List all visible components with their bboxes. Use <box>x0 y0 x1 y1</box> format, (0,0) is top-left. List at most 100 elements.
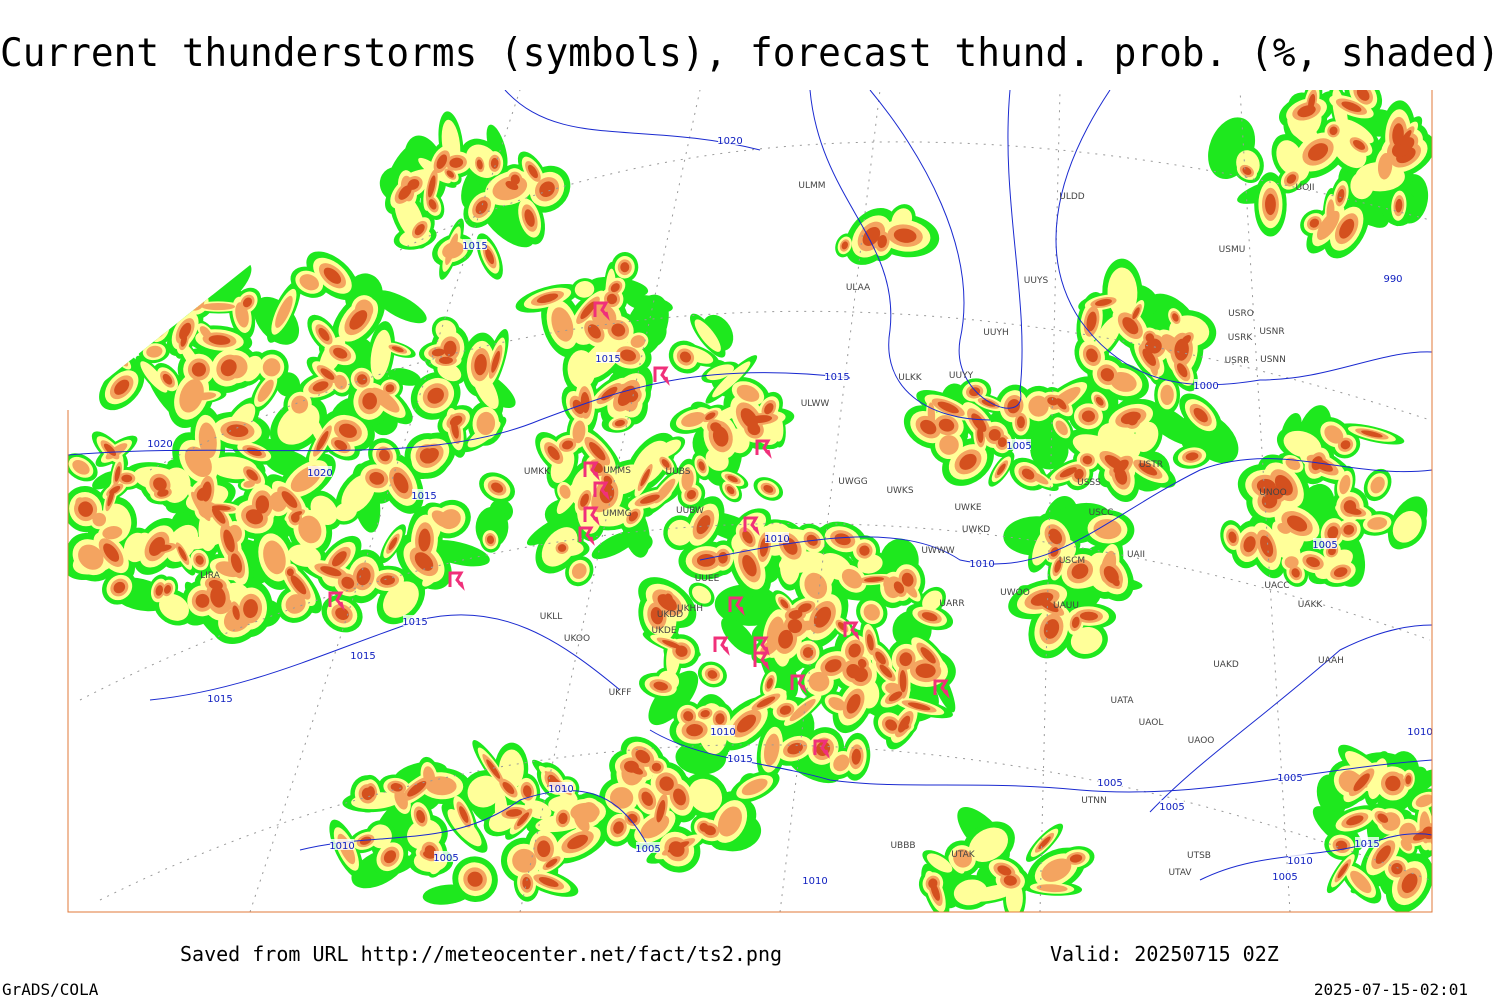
station-label: UTNN <box>1081 796 1107 806</box>
shade-blob <box>1314 549 1353 579</box>
station-label: LIRA <box>200 571 221 581</box>
station-label: UWKD <box>962 525 990 535</box>
station-label: UKFF <box>609 688 632 698</box>
shade-blob <box>1276 140 1304 175</box>
station-label: ULKK <box>898 373 923 383</box>
isobar-label: 1010 <box>969 559 994 570</box>
shade-blob <box>140 361 168 393</box>
isobar-label: 1005 <box>433 853 458 864</box>
station-label: UACC <box>1264 581 1289 591</box>
station-label: UAOO <box>1188 736 1215 746</box>
isobar-label: 1010 <box>710 727 735 738</box>
isobar-label: 1015 <box>207 694 232 705</box>
shade-blob <box>548 795 578 814</box>
isobar-label: 1010 <box>1287 856 1312 867</box>
shade-blob <box>425 539 490 567</box>
isobar-label: 1015 <box>350 651 375 662</box>
station-label: UWGG <box>838 477 867 487</box>
shade-blob <box>1160 384 1174 406</box>
isobar-label: 1015 <box>824 372 849 383</box>
isobar-label: 1005 <box>1277 773 1302 784</box>
probability-shading <box>68 90 1432 912</box>
shade-blob <box>388 368 421 386</box>
station-label: UATA <box>1110 696 1134 706</box>
station-label: UAII <box>1127 550 1145 560</box>
station-label: UUYY <box>949 371 974 381</box>
isobar-label: 1015 <box>462 241 487 252</box>
station-label: UKDD <box>657 610 683 620</box>
shade-blob <box>288 544 321 567</box>
station-label: ULAA <box>846 283 871 293</box>
station-label: UUYH <box>983 328 1008 338</box>
timestamp: 2025-07-15-02:01 <box>1314 980 1468 999</box>
shade-blob <box>1341 119 1374 144</box>
station-label: UOII <box>1296 183 1315 193</box>
shade-blob <box>1070 626 1103 655</box>
station-label: UKOO <box>564 634 590 644</box>
shade-blob <box>1265 193 1276 216</box>
isobar-label: 1005 <box>1097 778 1122 789</box>
shade-blob <box>334 502 358 522</box>
shade-blob <box>369 824 392 849</box>
isobar-label: 1005 <box>635 844 660 855</box>
station-label: UKDE <box>651 626 676 636</box>
shade-blob <box>1392 510 1422 543</box>
station-label: UKLL <box>540 612 563 622</box>
station-label: USCM <box>1059 556 1085 566</box>
station-label: UUBS <box>666 467 691 477</box>
source-url: Saved from URL http://meteocenter.net/fa… <box>180 942 782 966</box>
software: GrADS/COLA <box>2 980 99 999</box>
shade-blob <box>567 350 596 389</box>
station-label: USRK <box>1228 333 1254 343</box>
isobar-label: 1010 <box>1407 727 1432 738</box>
station-label: UUYS <box>1024 276 1049 286</box>
station-label: UMKK <box>524 467 551 477</box>
isobar-label: 1005 <box>1272 872 1297 883</box>
shade-blob <box>658 439 682 458</box>
station-label: UMMG <box>602 509 631 519</box>
station-label: ULMM <box>798 181 825 191</box>
station-label: USMU <box>1219 245 1246 255</box>
shade-blob <box>574 281 595 298</box>
shade-blob <box>207 262 252 309</box>
isobar-label: 1015 <box>411 491 436 502</box>
shade-blob <box>113 351 129 367</box>
station-label: UAUU <box>1053 601 1079 611</box>
shade-blob <box>422 884 471 905</box>
isobar-label: 1010 <box>802 876 827 887</box>
station-label: UWWW <box>921 546 954 556</box>
shade-blob <box>136 319 155 338</box>
isobar-label: 1010 <box>329 841 354 852</box>
shade-blob <box>694 319 721 352</box>
station-label: UARR <box>939 599 964 609</box>
isobar-label: 1015 <box>402 617 427 628</box>
shade-blob <box>467 775 502 808</box>
valid-time: Valid: 20250715 02Z <box>1050 942 1279 966</box>
station-label: UAKD <box>1213 660 1239 670</box>
isobar-label: 1020 <box>717 136 742 147</box>
shade-blob <box>153 321 164 335</box>
isobar-label: 1010 <box>764 534 789 545</box>
shade-blob <box>712 361 751 398</box>
shade-blob <box>648 670 699 726</box>
station-label: UMMS <box>603 466 631 476</box>
station-label: UTAK <box>951 850 976 860</box>
map-title: Current thunderstorms (symbols), forecas… <box>0 31 1500 76</box>
station-label: UAKK <box>1298 600 1324 610</box>
station-label: ULWW <box>801 399 830 409</box>
shade-blob <box>1283 430 1322 458</box>
station-label: UUEE <box>695 574 720 584</box>
shade-blob <box>692 585 712 604</box>
station-label: UUBW <box>676 506 704 516</box>
shade-blob <box>1107 267 1138 319</box>
shade-blob <box>373 290 427 324</box>
station-label: UAOL <box>1139 718 1164 728</box>
shade-blob <box>767 658 806 678</box>
station-label: USNR <box>1259 327 1284 337</box>
isobar-label: 1015 <box>1354 839 1379 850</box>
shade-blob <box>1030 431 1069 470</box>
isobar-label: 1000 <box>1193 381 1218 392</box>
isobar-label: 1015 <box>727 754 752 765</box>
station-label: USNN <box>1260 355 1286 365</box>
